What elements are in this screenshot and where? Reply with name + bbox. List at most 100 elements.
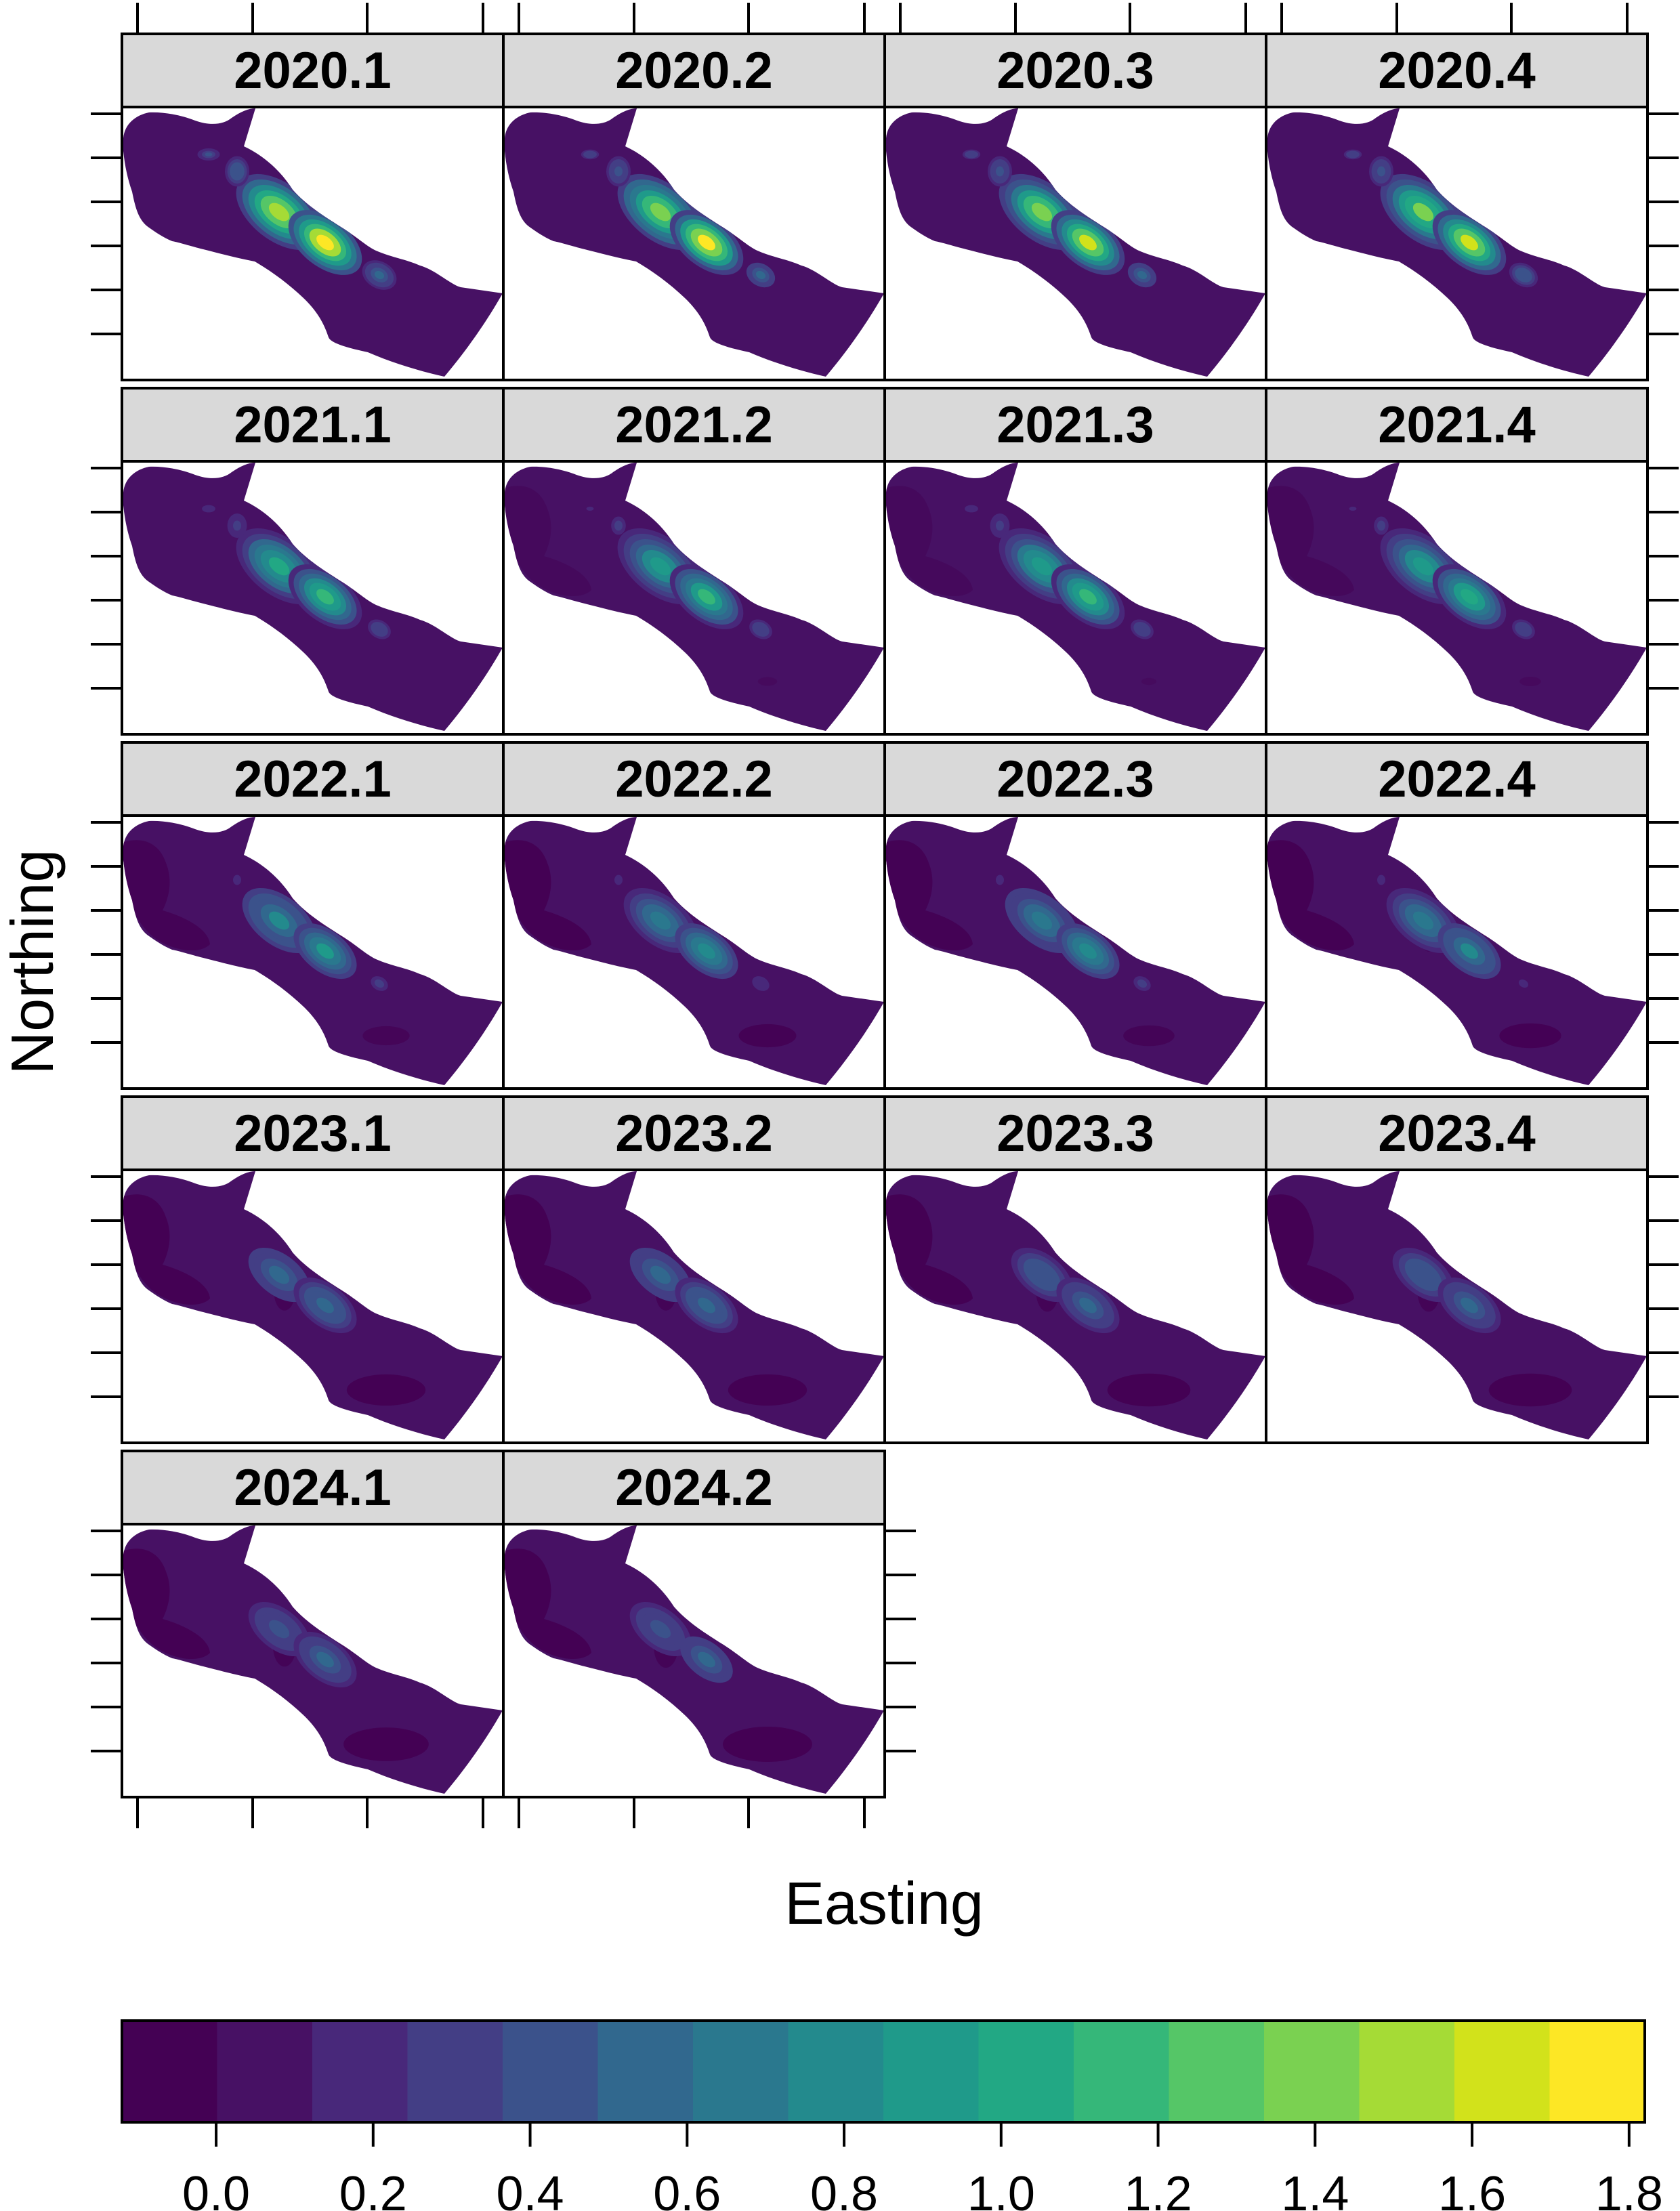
density-contour [374,625,385,634]
panel-strip [502,33,886,108]
colorbar-tick-label: 0.4 [497,2167,564,2211]
panel-map [505,108,884,377]
density-contour [1461,589,1478,605]
density-contour [698,1297,715,1313]
panels-grid: 2020.1 2020.2 2020.3 2020.4 2021.1 2021.2 2021… [121,33,1649,1798]
density-contour [1412,911,1434,930]
panel-map [1267,108,1647,377]
y-axis-title: Northing [0,849,66,1075]
panel-map [123,463,503,731]
colorbar-tick-label: 1.4 [1281,2167,1349,2211]
panel: 2022.3 [883,741,1267,1090]
x-axis-title: Easting [784,1870,984,1937]
panel-map [1267,1171,1647,1439]
colorbar-tick-label: 1.6 [1438,2167,1506,2211]
density-contour [650,1620,671,1639]
low-density-zone [346,1374,426,1406]
density-contour [1518,979,1529,988]
low-density-zone [1107,1373,1191,1407]
colorbar-tick-label: 1.2 [1125,2167,1192,2211]
panel-label: 2023.3 [996,1105,1154,1162]
colorbar-segment [503,2021,599,2122]
colorbar-tick-label: 0.0 [182,2167,250,2211]
density-contour [1031,203,1053,222]
panel-map [1267,817,1647,1085]
density-contour [614,166,623,177]
panel: 2021.4 [1265,387,1649,736]
low-density-zone [505,486,591,597]
low-density-zone [738,1024,797,1048]
density-contour [1079,1297,1097,1313]
density-contour [698,234,715,251]
colorbar-tick-label: 1.8 [1595,2167,1663,2211]
colorbar-segment [1074,2021,1170,2122]
density-contour [268,203,290,222]
panel-label: 2022.2 [615,751,772,808]
low-density-zone [123,840,210,951]
panel-strip [502,387,886,463]
density-contour [268,1620,290,1639]
density-contour [268,557,290,576]
panel-label: 2023.1 [234,1105,391,1162]
panel: 2023.3 [883,1095,1267,1444]
panel-map [123,817,503,1085]
density-contour [1377,875,1385,885]
colorbar-segment [1454,2021,1551,2122]
density-contour [233,166,241,177]
panel: 2021.2 [502,387,886,736]
density-contour [1079,943,1097,959]
panel-strip [1265,1095,1649,1171]
density-contour [614,520,623,531]
panel-strip [883,387,1267,463]
density-contour [1031,911,1053,930]
panel-map [123,1171,503,1439]
low-density-zone [362,1026,410,1046]
density-contour [1349,507,1357,511]
density-contour [374,270,385,280]
density-contour [205,507,213,511]
panel-strip [883,1095,1267,1171]
density-contour [650,911,671,930]
density-contour [233,520,241,531]
panel-strip [883,33,1267,108]
low-density-zone [123,1194,210,1305]
density-contour [268,1265,290,1284]
density-contour [755,270,766,280]
density-contour [1377,166,1385,177]
panel-label: 2020.1 [234,42,391,100]
panel: 2020.2 [502,33,886,381]
density-contour [1377,520,1385,531]
panel-map [886,463,1265,731]
panel-label: 2023.4 [1378,1105,1535,1162]
panel-label: 2022.3 [996,751,1154,808]
panel: 2024.2 [502,1450,886,1798]
low-density-zone [123,1549,210,1660]
panel: 2021.1 [121,387,505,736]
axis-ticks [91,3,1679,1828]
density-contour [1461,234,1478,251]
colorbar-segment [1549,2021,1645,2122]
panel-label: 2024.2 [615,1459,772,1517]
panel-label: 2020.4 [1378,42,1535,100]
panel-map [886,1171,1265,1439]
panel-map [1267,463,1647,731]
density-contour [650,203,671,222]
density-contour [996,875,1004,885]
panel-map [123,1525,503,1794]
density-contour [1137,979,1148,988]
density-contour [1461,1297,1478,1313]
panel-border [1265,814,1649,1090]
colorbar-segment [788,2021,884,2122]
panel: 2023.2 [502,1095,886,1444]
panel-map [505,1171,884,1439]
low-density-zone [1519,677,1541,686]
panel: 2023.1 [121,1095,505,1444]
panel-label: 2020.3 [996,42,1154,100]
colorbar-segment [978,2021,1074,2122]
density-contour [967,507,975,511]
density-contour [1518,625,1529,634]
colorbar-segment [693,2021,789,2122]
panel: 2020.4 [1265,33,1649,381]
colorbar-tick-label: 1.0 [967,2167,1035,2211]
